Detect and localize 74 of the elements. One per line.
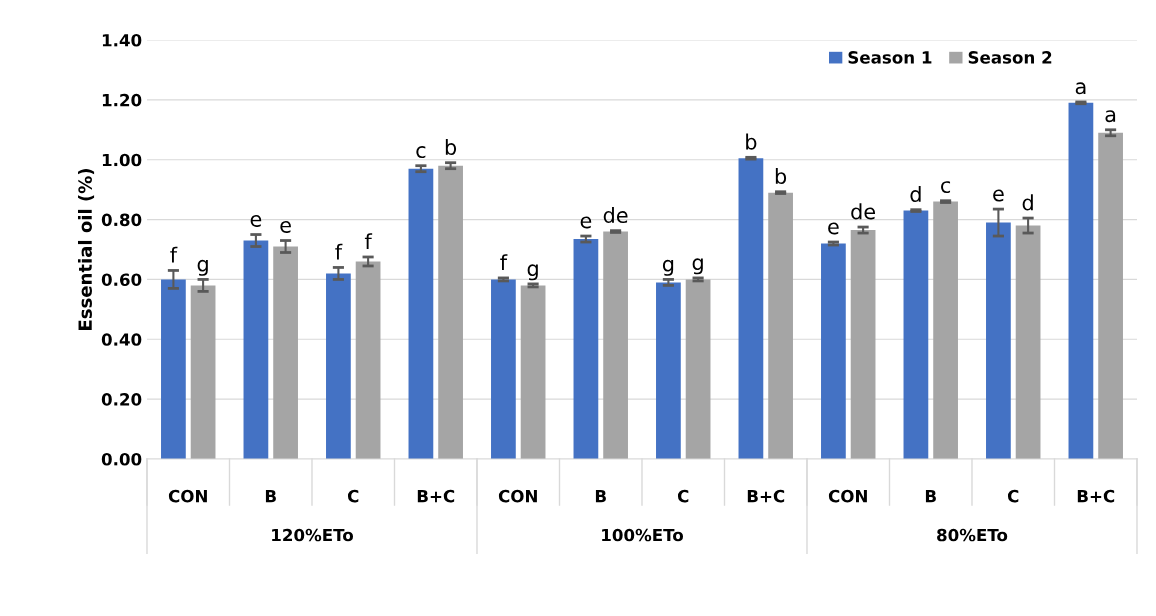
x-tick-label: C <box>1007 489 1019 503</box>
bar <box>273 246 298 459</box>
y-tick-label: 0.20 <box>101 393 142 406</box>
bar <box>491 279 516 459</box>
x-tick-label: B <box>595 490 606 503</box>
y-tick-label: 0.00 <box>101 452 142 466</box>
data-label: a <box>1075 82 1086 95</box>
text: 120%ETo <box>272 528 354 542</box>
data-label: e <box>828 222 839 235</box>
bar <box>986 222 1011 459</box>
y-tick-label: 0.40 <box>101 333 142 346</box>
data-label: f <box>170 246 178 263</box>
bar <box>685 279 711 459</box>
y-axis-title: Essential oil (%) <box>77 169 95 330</box>
bar <box>520 285 546 459</box>
data-label: e <box>580 216 592 229</box>
legend-label: Season 2 <box>968 51 1052 64</box>
data-label: d <box>910 185 921 203</box>
bar <box>656 282 681 459</box>
bar <box>243 240 269 459</box>
bar <box>161 279 186 459</box>
x-tick-label: C <box>347 489 359 503</box>
bar <box>1015 225 1041 459</box>
data-label: b <box>445 138 457 156</box>
data-label: f <box>364 233 373 250</box>
data-label: c <box>941 181 951 194</box>
bar <box>355 261 381 459</box>
bar <box>573 239 599 459</box>
data-label: c <box>416 146 426 159</box>
y-tick-label: 1.40 <box>102 33 142 47</box>
bar <box>1098 132 1123 459</box>
bar <box>1068 102 1094 459</box>
x-tick-label: B+C <box>1077 489 1115 503</box>
bar <box>903 210 929 459</box>
x-tick-label: B+C <box>417 489 455 503</box>
data-label: de <box>603 206 628 224</box>
y-tick-label: 1.20 <box>102 93 142 107</box>
x-tick-label: B <box>265 490 276 503</box>
data-label: de <box>851 203 876 220</box>
bar <box>438 165 463 459</box>
data-label: g <box>692 258 703 275</box>
data-label: e <box>250 214 262 227</box>
bar <box>850 230 876 459</box>
bar <box>738 158 764 459</box>
text: 80%ETo <box>937 528 1008 542</box>
data-label: b <box>746 133 757 150</box>
bar <box>933 201 958 459</box>
data-label: e <box>280 220 291 233</box>
y-tick-label: 1.00 <box>102 153 142 167</box>
x-tick-label: C <box>677 489 689 503</box>
data-label: f <box>335 243 343 260</box>
data-label: f <box>500 254 508 271</box>
data-label: a <box>1105 110 1116 123</box>
x-tick-label: B <box>925 490 936 503</box>
data-label: e <box>993 189 1004 202</box>
bar <box>603 231 628 459</box>
data-label: g <box>527 264 538 281</box>
y-tick-label: 0.60 <box>101 273 142 286</box>
text: 100%ETo <box>602 528 684 542</box>
x-tick-label: B+C <box>747 489 785 503</box>
legend-label: Season 1 <box>848 51 932 64</box>
bar <box>408 168 434 459</box>
bar <box>821 243 846 459</box>
data-label: b <box>775 167 787 185</box>
bar <box>190 285 216 459</box>
bar <box>326 273 351 459</box>
bar <box>768 192 793 459</box>
x-tick-label: CON <box>498 489 537 503</box>
x-tick-label: CON <box>168 489 207 503</box>
data-label: g <box>197 259 208 276</box>
x-tick-label: CON <box>828 489 867 503</box>
data-label: g <box>662 259 674 276</box>
data-label: d <box>1022 194 1033 211</box>
y-tick-label: 0.80 <box>101 213 142 227</box>
